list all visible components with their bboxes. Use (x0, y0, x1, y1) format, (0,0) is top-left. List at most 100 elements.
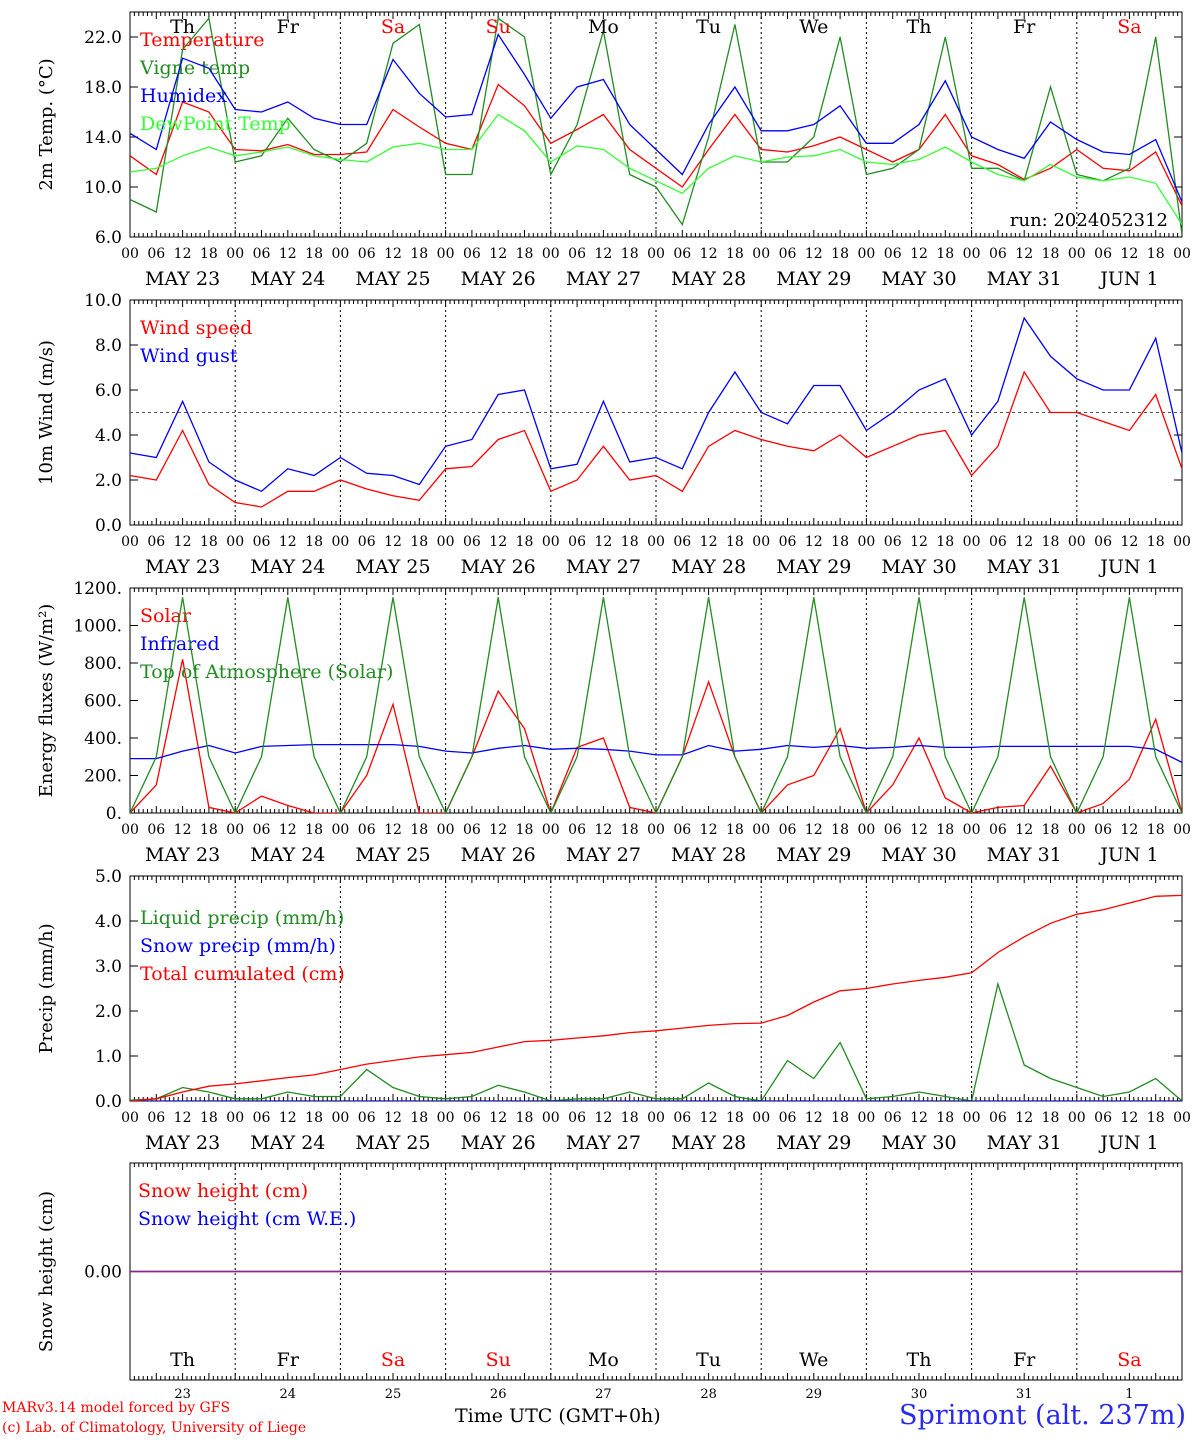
hour-tick-label: 06 (463, 822, 481, 838)
hour-ticks (129, 1163, 1183, 1380)
hour-tick-label: 18 (1042, 1110, 1060, 1126)
hour-tick-label: 18 (410, 246, 428, 262)
hour-tick-label: 18 (1147, 1110, 1165, 1126)
hour-tick-label: 12 (174, 534, 192, 550)
day-label: MAY 27 (566, 556, 641, 578)
hour-tick-label: 00 (542, 246, 560, 262)
hour-ticks (129, 12, 1183, 237)
hour-tick-label: 00 (963, 246, 981, 262)
y-tick-label: 4.0 (95, 426, 122, 446)
hour-tick-label: 06 (568, 246, 586, 262)
hour-tick-label: 06 (1094, 822, 1112, 838)
hour-tick-label: 12 (384, 1110, 402, 1126)
hour-tick-label: 06 (779, 534, 797, 550)
hour-tick-label: 00 (752, 246, 770, 262)
hour-tick-label: 18 (305, 822, 323, 838)
hour-tick-label: 00 (226, 246, 244, 262)
hour-tick-label: 06 (568, 534, 586, 550)
day-label: MAY 26 (461, 556, 536, 578)
y-axis-label: Energy fluxes (W/m²) (36, 604, 57, 798)
hour-tick-label: 06 (884, 822, 902, 838)
day-label: JUN 1 (1098, 844, 1158, 866)
hour-tick-label: 18 (831, 246, 849, 262)
y-tick-label: 600. (84, 692, 122, 712)
hour-tick-label: 00 (331, 822, 349, 838)
day-label: MAY 29 (776, 844, 851, 866)
hour-tick-label: 00 (437, 534, 455, 550)
hour-tick-label: 00 (121, 246, 139, 262)
day-label: MAY 23 (145, 268, 220, 290)
weekday-label-top: Th (907, 16, 932, 38)
hour-tick-label: 00 (437, 1110, 455, 1126)
hour-tick-label: 06 (884, 534, 902, 550)
hour-tick-label: 00 (647, 1110, 665, 1126)
day-label: MAY 28 (671, 268, 746, 290)
day-label: MAY 26 (461, 1132, 536, 1154)
hour-tick-label: 06 (358, 822, 376, 838)
weekday-label-top: Sa (1117, 16, 1141, 38)
y-tick-label: 2.0 (95, 471, 122, 491)
day-label: MAY 24 (250, 844, 325, 866)
day-number: 28 (700, 1387, 717, 1402)
day-label: MAY 27 (566, 1132, 641, 1154)
hour-tick-label: 12 (489, 822, 507, 838)
legend-entry: Vigne temp (139, 57, 250, 79)
hour-tick-label: 00 (437, 246, 455, 262)
hour-tick-label: 18 (1147, 246, 1165, 262)
hour-tick-label: 00 (331, 246, 349, 262)
hour-tick-label: 18 (516, 822, 534, 838)
day-label: JUN 1 (1098, 556, 1158, 578)
hour-tick-label: 00 (1173, 1110, 1191, 1126)
hour-tick-label: 12 (700, 822, 718, 838)
hour-tick-label: 18 (831, 1110, 849, 1126)
hour-tick-label: 06 (463, 1110, 481, 1126)
hour-tick-label: 18 (516, 246, 534, 262)
series-line-top-of-atmosphere-solar- (130, 597, 1182, 813)
hour-tick-label: 12 (1120, 534, 1138, 550)
y-tick-label: 3.0 (95, 957, 122, 977)
weekday-label-top: Su (486, 16, 511, 38)
hour-tick-label: 18 (936, 822, 954, 838)
day-number: 23 (174, 1387, 191, 1402)
hour-tick-label: 06 (989, 1110, 1007, 1126)
hour-tick-label: 18 (200, 822, 218, 838)
panel-3: 0. 200. 400. 600. 800. 1000. 1200. Energy fluxe… (36, 579, 1191, 866)
legend-entry: Wind gust (140, 345, 238, 367)
hour-tick-label: 06 (253, 246, 271, 262)
day-number: 31 (1016, 1387, 1033, 1402)
hour-tick-label: 12 (910, 246, 928, 262)
hour-tick-label: 06 (463, 534, 481, 550)
series-line-wind-gust (130, 316, 1182, 493)
hour-tick-label: 12 (805, 246, 823, 262)
hour-tick-label: 12 (384, 534, 402, 550)
hour-tick-label: 00 (121, 534, 139, 550)
day-label: MAY 28 (671, 844, 746, 866)
legend-entry: Total cumulated (cm) (140, 963, 345, 985)
hour-tick-label: 18 (1147, 534, 1165, 550)
weekday-label-bottom: Mo (588, 1349, 619, 1371)
hour-tick-label: 18 (726, 1110, 744, 1126)
hour-tick-label: 18 (1147, 822, 1165, 838)
day-label: JUN 1 (1098, 1132, 1158, 1154)
day-label: MAY 29 (776, 268, 851, 290)
hour-tick-label: 18 (305, 1110, 323, 1126)
weekday-label-bottom: Sa (1117, 1349, 1141, 1371)
hour-tick-label: 18 (516, 1110, 534, 1126)
hour-tick-label: 06 (673, 534, 691, 550)
legend-entry: Wind speed (140, 317, 252, 339)
hour-tick-label: 12 (279, 534, 297, 550)
hour-tick-label: 06 (463, 246, 481, 262)
day-label: MAY 24 (250, 268, 325, 290)
y-tick-label: 1.0 (95, 1047, 122, 1067)
y-tick-label: 4.0 (95, 912, 122, 932)
day-label: MAY 28 (671, 1132, 746, 1154)
run-label: run: 2024052312 (1010, 210, 1168, 231)
hour-tick-label: 12 (910, 1110, 928, 1126)
hour-tick-label: 00 (121, 822, 139, 838)
hour-tick-label: 00 (1173, 534, 1191, 550)
hour-tick-label: 18 (305, 246, 323, 262)
hour-tick-label: 06 (358, 1110, 376, 1126)
hour-tick-label: 00 (437, 822, 455, 838)
day-number: 1 (1125, 1387, 1133, 1402)
hour-tick-label: 12 (1120, 246, 1138, 262)
